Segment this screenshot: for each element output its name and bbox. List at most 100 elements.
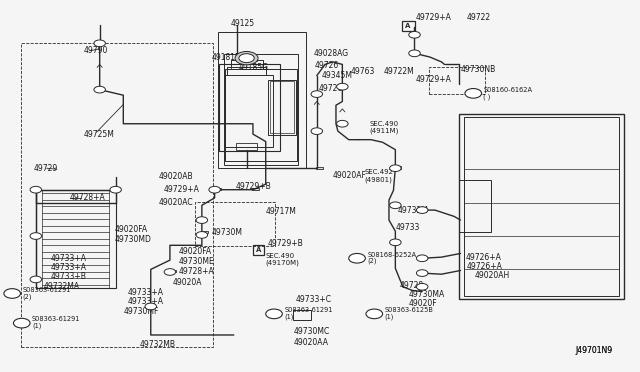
Bar: [219, 64, 280, 151]
Circle shape: [145, 303, 157, 310]
Text: 49722: 49722: [467, 13, 491, 22]
Text: SEC.490: SEC.490: [266, 253, 295, 259]
Text: S08363-61291: S08363-61291: [22, 287, 71, 293]
Text: 49730MA: 49730MA: [408, 290, 444, 299]
Text: 49722M: 49722M: [384, 67, 415, 76]
Text: 49729+A: 49729+A: [416, 75, 452, 84]
Text: (2): (2): [22, 293, 32, 300]
Text: 49730MD: 49730MD: [115, 235, 151, 244]
Bar: [293, 310, 311, 320]
Text: 49728+A: 49728+A: [70, 193, 106, 202]
Text: 49726+A: 49726+A: [467, 262, 503, 271]
Text: 49020AF: 49020AF: [333, 171, 367, 180]
Text: 49020F: 49020F: [408, 299, 436, 308]
Text: 49725M: 49725M: [84, 129, 115, 139]
Text: 49728+A: 49728+A: [178, 267, 214, 276]
Bar: [268, 80, 296, 135]
Text: 49125: 49125: [230, 19, 255, 28]
Text: 49729+A: 49729+A: [164, 185, 200, 194]
Bar: [224, 54, 298, 164]
Text: 49717M: 49717M: [266, 207, 296, 216]
Text: J49701N9: J49701N9: [575, 346, 612, 355]
Text: SEC.492: SEC.492: [365, 169, 394, 175]
Text: 49020AA: 49020AA: [293, 338, 328, 347]
Bar: [218, 32, 306, 168]
Text: (4911M): (4911M): [370, 128, 399, 134]
Text: 49020AC: 49020AC: [159, 198, 194, 207]
Text: S08168-6252A: S08168-6252A: [367, 251, 417, 257]
Circle shape: [417, 283, 428, 290]
Text: S: S: [10, 291, 14, 296]
Text: 49728: 49728: [400, 281, 424, 290]
Bar: [236, 143, 257, 150]
Circle shape: [417, 207, 428, 214]
Text: S: S: [355, 256, 359, 261]
Bar: [21, 42, 212, 347]
Circle shape: [164, 269, 175, 275]
Text: 49729+B: 49729+B: [236, 182, 271, 191]
Text: J49701N9: J49701N9: [575, 346, 612, 355]
Bar: [42, 190, 109, 288]
Bar: [225, 69, 297, 161]
Text: 49028AG: 49028AG: [314, 49, 349, 58]
Text: 49732MB: 49732MB: [140, 340, 176, 349]
Text: 49732MA: 49732MA: [44, 282, 80, 291]
Circle shape: [390, 165, 401, 171]
Text: S: S: [372, 311, 376, 316]
Text: 49729: 49729: [34, 164, 58, 173]
Circle shape: [209, 186, 220, 193]
Bar: [460, 115, 624, 299]
Circle shape: [30, 233, 42, 239]
Bar: [36, 190, 116, 288]
Circle shape: [465, 89, 481, 98]
Circle shape: [366, 309, 383, 319]
Text: 49726: 49726: [319, 84, 343, 93]
Text: S: S: [20, 321, 24, 326]
Text: 49730MF: 49730MF: [124, 307, 159, 316]
Bar: [316, 167, 323, 169]
Bar: [270, 81, 294, 134]
Bar: [460, 180, 491, 232]
Text: 49733+A: 49733+A: [127, 288, 163, 297]
Text: 49790: 49790: [84, 46, 108, 55]
Bar: [465, 118, 619, 296]
Circle shape: [235, 51, 258, 65]
Text: (1): (1): [32, 323, 42, 329]
Text: A: A: [406, 23, 411, 29]
Circle shape: [390, 202, 401, 209]
Circle shape: [337, 83, 348, 90]
Text: (1): (1): [284, 314, 294, 320]
Bar: [225, 75, 273, 147]
Text: (1): (1): [385, 314, 394, 320]
Circle shape: [196, 232, 207, 238]
Text: 49020AB: 49020AB: [159, 172, 194, 181]
Text: 49730M: 49730M: [211, 228, 243, 237]
Circle shape: [110, 186, 122, 193]
Text: SEC.490: SEC.490: [370, 121, 399, 127]
Text: 49020FA: 49020FA: [115, 225, 147, 234]
Text: 49733+C: 49733+C: [296, 295, 332, 304]
Circle shape: [266, 309, 282, 319]
Text: 49733: 49733: [396, 223, 420, 232]
Text: (49170M): (49170M): [266, 260, 300, 266]
Circle shape: [311, 128, 323, 135]
Text: 49020AH: 49020AH: [474, 271, 510, 280]
Circle shape: [311, 91, 323, 97]
Circle shape: [30, 186, 42, 193]
Bar: [395, 166, 401, 169]
Circle shape: [337, 121, 348, 127]
Text: 49732M: 49732M: [398, 206, 429, 215]
Bar: [402, 21, 415, 31]
Text: 49726: 49726: [315, 61, 339, 70]
Text: ( ): ( ): [483, 93, 491, 100]
Bar: [253, 245, 264, 254]
Circle shape: [409, 32, 420, 38]
Circle shape: [94, 40, 106, 46]
Text: (2): (2): [367, 258, 377, 264]
Bar: [429, 67, 484, 94]
Text: S08363-6125B: S08363-6125B: [385, 307, 433, 313]
Text: 49730NB: 49730NB: [461, 65, 496, 74]
Text: 49733+B: 49733+B: [51, 272, 86, 281]
Bar: [195, 202, 275, 246]
Circle shape: [30, 276, 42, 283]
